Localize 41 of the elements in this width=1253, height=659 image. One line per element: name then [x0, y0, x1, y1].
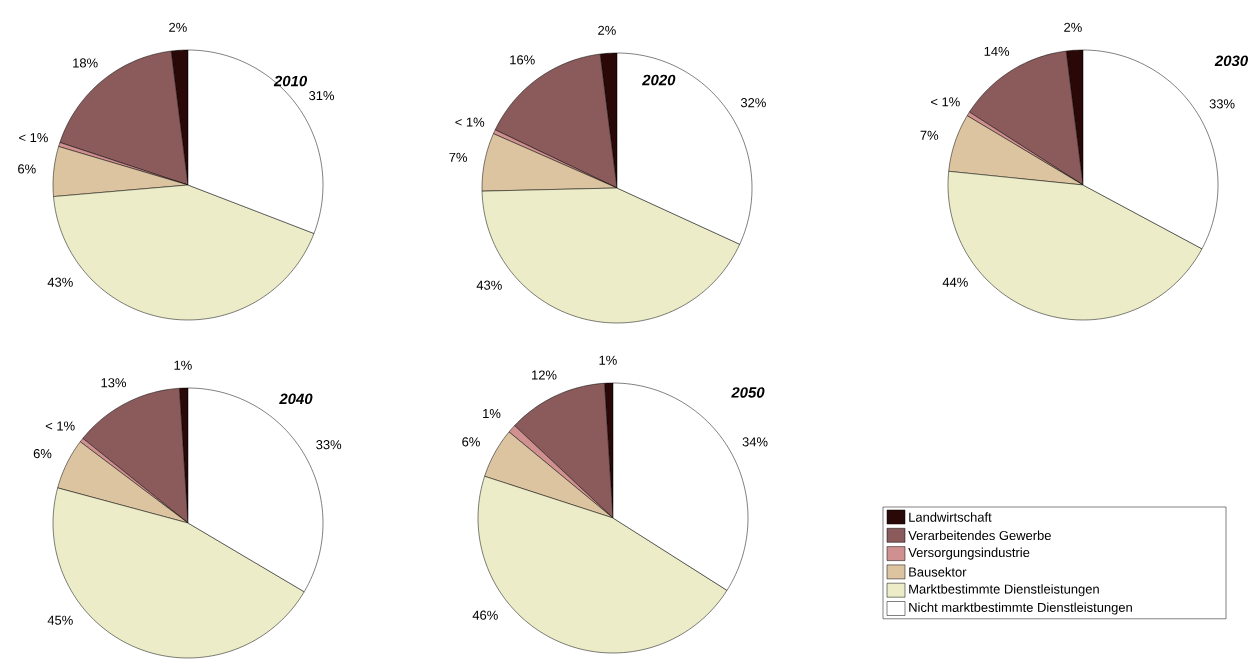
- data-label: < 1%: [931, 97, 960, 107]
- legend-label: Verarbeitendes Gewerbe: [908, 530, 1051, 541]
- data-label: 31%: [309, 91, 335, 101]
- data-label: < 1%: [45, 421, 75, 431]
- data-label: 6%: [33, 449, 52, 459]
- data-label: 44%: [942, 277, 968, 287]
- data-label: 2%: [598, 25, 616, 35]
- legend-label: Versorgungsindustrie: [908, 547, 1030, 560]
- data-label: 46%: [472, 610, 498, 620]
- data-label: 43%: [476, 280, 502, 290]
- text: 2010: [273, 75, 308, 87]
- data-label: 12%: [532, 370, 557, 380]
- data-label: < 1%: [19, 133, 48, 143]
- data-label: 6%: [462, 437, 480, 447]
- data-label: 6%: [18, 164, 36, 174]
- text: 2030: [1214, 55, 1248, 67]
- data-label: 34%: [742, 437, 768, 447]
- data-label: 7%: [449, 152, 468, 162]
- data-label: 2%: [169, 22, 187, 32]
- data-label: 33%: [316, 440, 342, 450]
- data-label: 1%: [174, 360, 192, 370]
- data-label: 1%: [599, 355, 617, 365]
- data-label: 32%: [740, 98, 766, 108]
- data-label: 13%: [101, 378, 126, 388]
- text: 2020: [642, 74, 676, 86]
- data-label: 7%: [920, 130, 939, 140]
- data-label: 16%: [510, 55, 535, 65]
- text: 2040: [279, 393, 313, 405]
- legend-label: Nicht marktbestimmte Dienstleistungen: [909, 602, 1132, 615]
- legend-label: Marktbestimmte Dienstleistungen: [909, 584, 1099, 597]
- text: 2050: [731, 387, 765, 398]
- data-label: 43%: [47, 277, 73, 287]
- data-label: 2%: [1064, 22, 1082, 32]
- data-label: 33%: [1209, 99, 1235, 109]
- data-label: 14%: [984, 46, 1010, 56]
- legend-label: Landwirtschaft: [909, 512, 992, 522]
- data-label: 1%: [483, 408, 501, 419]
- data-label: < 1%: [455, 117, 485, 127]
- legend-label: Bausektor: [909, 567, 967, 577]
- data-label: 45%: [47, 615, 73, 625]
- data-label: 18%: [73, 58, 98, 68]
